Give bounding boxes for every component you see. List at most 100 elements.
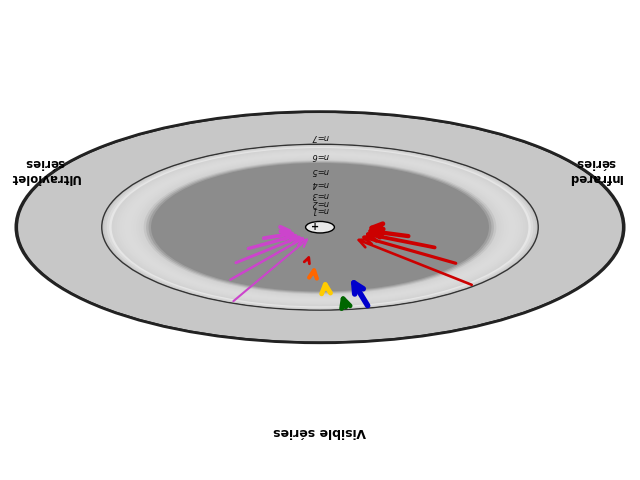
Ellipse shape: [48, 124, 592, 331]
Ellipse shape: [141, 159, 499, 295]
Ellipse shape: [276, 211, 364, 244]
Ellipse shape: [179, 173, 461, 281]
Ellipse shape: [220, 189, 420, 265]
Ellipse shape: [180, 174, 460, 280]
Ellipse shape: [265, 206, 375, 248]
Ellipse shape: [294, 217, 346, 237]
Ellipse shape: [226, 192, 414, 263]
Ellipse shape: [271, 208, 369, 246]
Ellipse shape: [102, 144, 538, 310]
Text: Infrared
séries: Infrared séries: [568, 156, 622, 183]
Ellipse shape: [285, 214, 355, 240]
Ellipse shape: [18, 112, 622, 342]
Ellipse shape: [173, 171, 467, 283]
Ellipse shape: [54, 126, 586, 328]
Ellipse shape: [215, 187, 425, 267]
Ellipse shape: [20, 113, 620, 341]
Ellipse shape: [275, 210, 365, 244]
Ellipse shape: [284, 214, 356, 241]
Ellipse shape: [238, 196, 402, 258]
Ellipse shape: [278, 211, 362, 243]
Ellipse shape: [44, 122, 596, 332]
Ellipse shape: [76, 134, 564, 320]
Ellipse shape: [129, 155, 511, 300]
Ellipse shape: [87, 139, 553, 316]
Ellipse shape: [234, 194, 406, 260]
Ellipse shape: [102, 144, 538, 310]
Text: n=5: n=5: [311, 166, 329, 175]
Ellipse shape: [186, 177, 454, 278]
Ellipse shape: [40, 120, 600, 334]
Ellipse shape: [97, 143, 543, 312]
Ellipse shape: [119, 151, 521, 303]
Ellipse shape: [288, 215, 352, 239]
Ellipse shape: [29, 117, 611, 338]
Ellipse shape: [114, 149, 526, 305]
Ellipse shape: [24, 115, 616, 339]
Ellipse shape: [254, 202, 386, 252]
Ellipse shape: [182, 175, 458, 279]
Ellipse shape: [287, 215, 353, 240]
Ellipse shape: [42, 121, 598, 333]
Ellipse shape: [230, 193, 410, 262]
Text: n=1: n=1: [311, 205, 329, 215]
Ellipse shape: [201, 182, 439, 273]
Ellipse shape: [287, 215, 353, 240]
Ellipse shape: [263, 205, 377, 249]
Ellipse shape: [247, 199, 393, 255]
Ellipse shape: [210, 185, 430, 269]
Ellipse shape: [268, 207, 372, 247]
Ellipse shape: [226, 192, 414, 263]
Ellipse shape: [212, 186, 428, 268]
Ellipse shape: [65, 131, 575, 324]
Ellipse shape: [143, 160, 497, 294]
Ellipse shape: [104, 145, 536, 309]
Ellipse shape: [276, 211, 364, 244]
Ellipse shape: [257, 204, 383, 251]
Ellipse shape: [254, 202, 386, 252]
Ellipse shape: [213, 187, 427, 268]
Ellipse shape: [148, 162, 492, 292]
Ellipse shape: [191, 178, 449, 276]
Ellipse shape: [122, 152, 518, 303]
Ellipse shape: [236, 195, 404, 259]
Text: n=7: n=7: [311, 132, 329, 141]
Ellipse shape: [63, 130, 577, 325]
Ellipse shape: [291, 216, 349, 238]
Ellipse shape: [293, 217, 347, 238]
Ellipse shape: [248, 200, 392, 254]
Ellipse shape: [306, 221, 334, 233]
Ellipse shape: [124, 153, 516, 302]
Text: n=3: n=3: [311, 190, 329, 199]
Text: n=2: n=2: [311, 198, 329, 207]
Ellipse shape: [224, 191, 416, 264]
Ellipse shape: [151, 163, 489, 291]
Ellipse shape: [191, 178, 449, 276]
Ellipse shape: [27, 116, 613, 339]
Ellipse shape: [134, 156, 506, 298]
Ellipse shape: [208, 185, 432, 270]
Ellipse shape: [203, 183, 437, 272]
Ellipse shape: [252, 202, 388, 253]
Ellipse shape: [31, 117, 609, 337]
Ellipse shape: [70, 132, 570, 323]
Ellipse shape: [35, 119, 605, 336]
Ellipse shape: [177, 173, 463, 282]
Text: +: +: [311, 222, 319, 232]
Ellipse shape: [256, 203, 384, 252]
Ellipse shape: [153, 164, 487, 291]
Ellipse shape: [269, 208, 371, 246]
Ellipse shape: [194, 180, 446, 275]
Ellipse shape: [245, 199, 395, 255]
Ellipse shape: [169, 170, 471, 285]
Ellipse shape: [161, 167, 479, 288]
Ellipse shape: [151, 163, 489, 291]
Ellipse shape: [155, 165, 485, 290]
Ellipse shape: [67, 131, 573, 323]
Ellipse shape: [100, 144, 540, 311]
Ellipse shape: [167, 169, 473, 286]
Ellipse shape: [281, 212, 359, 242]
Ellipse shape: [198, 180, 442, 274]
Ellipse shape: [272, 209, 368, 245]
Ellipse shape: [146, 161, 494, 293]
